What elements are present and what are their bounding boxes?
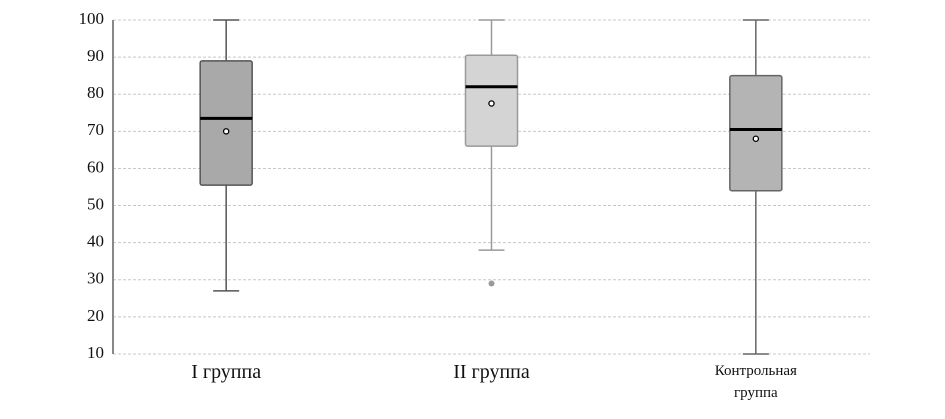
y-tick-label: 60	[87, 157, 104, 176]
y-tick-label: 30	[87, 269, 104, 288]
box	[729, 74, 783, 192]
y-tick-label: 20	[87, 306, 104, 325]
mean	[752, 135, 760, 143]
mean	[222, 128, 230, 135]
x-tick-label: I группа	[191, 361, 262, 383]
y-tick-label: 50	[87, 194, 104, 213]
y-tick-label: 90	[87, 46, 104, 65]
mean	[488, 100, 495, 107]
y-tick-label: 80	[87, 83, 104, 102]
outlier	[488, 280, 495, 287]
x-tick-label: Контрольная группа	[714, 363, 797, 401]
y-tick-label: 70	[87, 120, 104, 139]
x-tick-label: II группа	[453, 361, 530, 383]
box	[199, 60, 253, 186]
y-tick-label: 100	[79, 9, 105, 28]
y-tick-label: 40	[87, 232, 104, 251]
y-tick-label: 10	[87, 343, 104, 362]
